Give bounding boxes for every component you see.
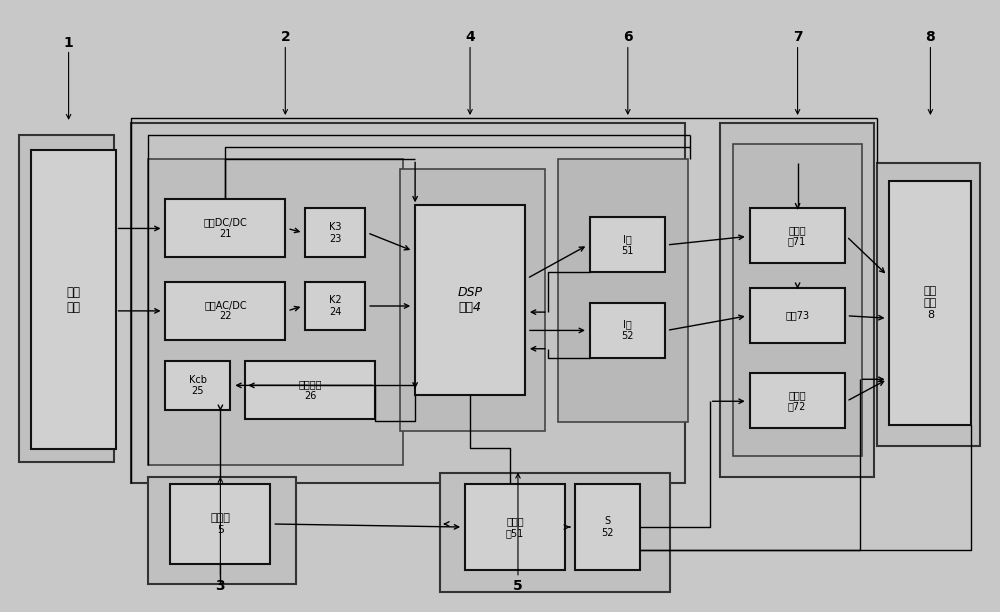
Bar bbox=[877, 163, 980, 446]
Bar bbox=[305, 208, 365, 257]
Text: 8: 8 bbox=[926, 31, 935, 44]
Bar bbox=[165, 361, 230, 410]
Text: Kcb
25: Kcb 25 bbox=[189, 375, 207, 396]
Bar bbox=[131, 123, 685, 483]
Text: 交流AC/DC
22: 交流AC/DC 22 bbox=[204, 300, 247, 321]
Text: 昇优DC/DC
21: 昇优DC/DC 21 bbox=[204, 217, 247, 239]
Bar bbox=[170, 484, 270, 564]
Bar bbox=[750, 208, 845, 263]
Text: 1: 1 bbox=[64, 37, 73, 50]
Text: S
52: S 52 bbox=[601, 517, 614, 538]
Bar bbox=[31, 151, 116, 449]
Text: 5: 5 bbox=[513, 579, 523, 592]
Bar bbox=[465, 484, 565, 570]
Bar bbox=[165, 282, 285, 340]
Text: 逆变电
器51: 逆变电 器51 bbox=[506, 517, 524, 538]
Text: K3
23: K3 23 bbox=[329, 222, 341, 244]
Bar bbox=[305, 282, 365, 330]
Text: K2
24: K2 24 bbox=[329, 295, 342, 317]
Text: DSP
控制4: DSP 控制4 bbox=[458, 286, 483, 314]
Bar bbox=[440, 472, 670, 592]
Bar bbox=[889, 181, 971, 425]
Text: I传
52: I传 52 bbox=[621, 319, 634, 341]
Bar bbox=[590, 303, 665, 358]
Bar bbox=[148, 160, 403, 465]
Text: I传
51: I传 51 bbox=[621, 234, 634, 256]
Text: 3: 3 bbox=[216, 579, 225, 592]
Text: 太阳
能板: 太阳 能板 bbox=[66, 286, 80, 314]
Bar bbox=[245, 361, 375, 419]
Bar bbox=[720, 123, 874, 477]
Bar bbox=[165, 199, 285, 257]
Bar bbox=[400, 169, 545, 431]
Bar bbox=[558, 160, 688, 422]
Text: 逆变73: 逆变73 bbox=[785, 310, 809, 320]
Text: 2: 2 bbox=[280, 31, 290, 44]
Text: 6: 6 bbox=[623, 31, 633, 44]
Bar bbox=[733, 144, 862, 455]
Text: 交流
电网
8: 交流 电网 8 bbox=[924, 286, 937, 319]
Text: 4: 4 bbox=[465, 31, 475, 44]
Text: 直流充
电72: 直流充 电72 bbox=[788, 390, 806, 411]
Bar bbox=[148, 477, 296, 584]
Text: 7: 7 bbox=[793, 31, 802, 44]
Bar bbox=[750, 288, 845, 343]
Bar bbox=[415, 205, 525, 395]
Bar bbox=[575, 484, 640, 570]
Bar bbox=[590, 217, 665, 272]
Bar bbox=[19, 135, 114, 461]
Bar bbox=[750, 373, 845, 428]
Text: 蓄电池
5: 蓄电池 5 bbox=[210, 513, 230, 535]
Text: 磁接开关
26: 磁接开关 26 bbox=[299, 379, 322, 401]
Text: 交流充
电71: 交流充 电71 bbox=[788, 225, 806, 247]
